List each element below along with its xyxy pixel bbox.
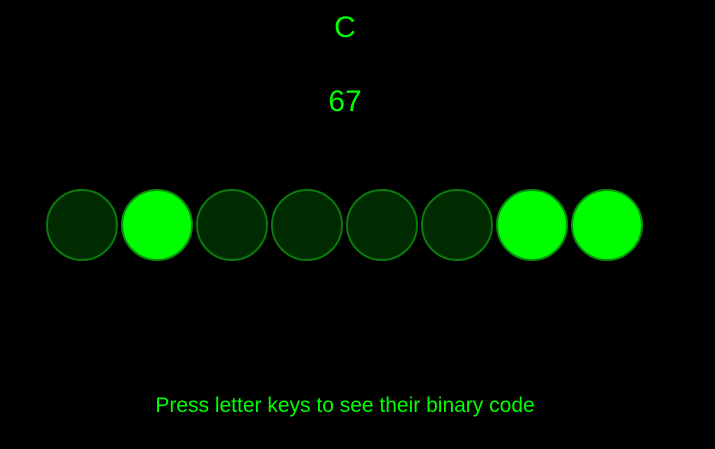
instruction-text: Press letter keys to see their binary co… <box>155 394 535 417</box>
bit-lamp-8-on <box>571 189 643 261</box>
binary-bit-row <box>46 189 643 261</box>
bit-lamp-6-off <box>421 189 493 261</box>
bit-lamp-2-on <box>121 189 193 261</box>
bit-lamp-3-off <box>196 189 268 261</box>
current-letter: C <box>334 11 356 44</box>
bit-lamp-5-off <box>346 189 418 261</box>
decimal-code: 67 <box>328 85 362 118</box>
bit-lamp-7-on <box>496 189 568 261</box>
bit-lamp-1-off <box>46 189 118 261</box>
bit-lamp-4-off <box>271 189 343 261</box>
